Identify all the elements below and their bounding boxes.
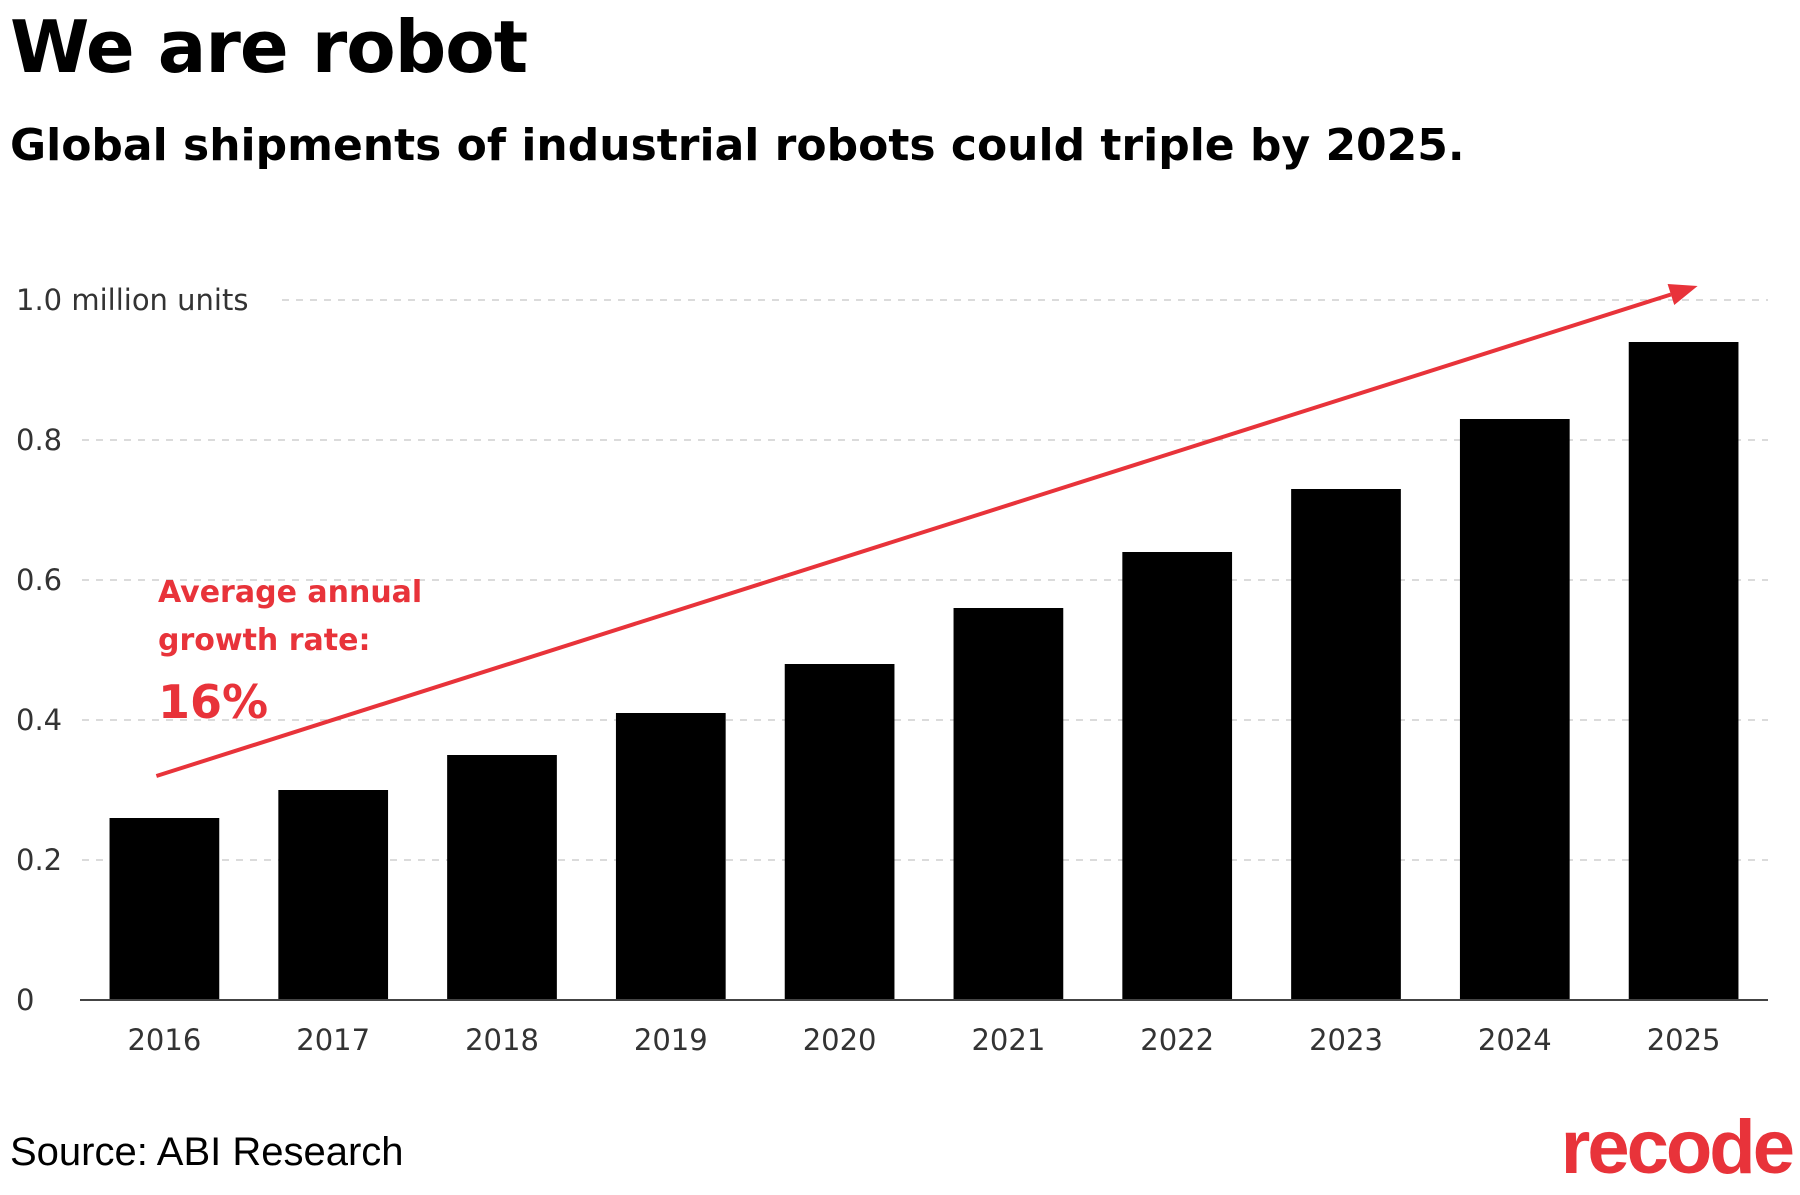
bars [109, 342, 1739, 1000]
y-tick-label: 0.2 [16, 843, 62, 877]
bar [109, 818, 220, 1000]
y-tick-label: 0 [16, 983, 34, 1017]
y-tick-label: 1.0 million units [16, 283, 248, 317]
x-tick-label: 2023 [1309, 1023, 1383, 1057]
source-note: Source: ABI Research [10, 1130, 404, 1174]
axes: 0 0.2 0.4 0.6 0.8 1.0 million units 2016 2017 20… [16, 283, 1768, 1057]
x-tick-label: 2019 [634, 1023, 708, 1057]
bar [1628, 342, 1739, 1000]
bar [953, 608, 1064, 1000]
x-tick-label: 2024 [1478, 1023, 1552, 1057]
recode-logo: recode [1560, 1105, 1795, 1190]
annotation-label-line-2: growth rate: [158, 623, 370, 658]
annotation-value: 16% [158, 675, 268, 729]
bar [615, 713, 726, 1000]
chart-title: We are robot [10, 5, 528, 89]
annotation-label-line-1: Average annual [158, 575, 422, 610]
bar [1459, 419, 1570, 1000]
trend-arrow-line [155, 292, 1672, 778]
growth-annotation: Average annual growth rate: 16% [155, 284, 1698, 778]
y-tick-label: 0.4 [16, 703, 62, 737]
bar [447, 755, 557, 1000]
bar [278, 790, 389, 1000]
bar [1122, 552, 1233, 1000]
bar [1291, 489, 1401, 1000]
chart-subtitle: Global shipments of industrial robots co… [10, 120, 1465, 171]
x-tick-label: 2025 [1647, 1023, 1721, 1057]
x-tick-label: 2020 [803, 1023, 877, 1057]
x-tick-label: 2022 [1140, 1023, 1214, 1057]
x-tick-label: 2018 [465, 1023, 539, 1057]
bar [784, 664, 895, 1000]
x-tick-label: 2021 [971, 1023, 1045, 1057]
y-tick-label: 0.8 [16, 423, 62, 457]
y-tick-label: 0.6 [16, 563, 62, 597]
trend-arrow-head [1667, 284, 1698, 305]
x-tick-label: 2017 [296, 1023, 370, 1057]
x-tick-label: 2016 [127, 1023, 201, 1057]
